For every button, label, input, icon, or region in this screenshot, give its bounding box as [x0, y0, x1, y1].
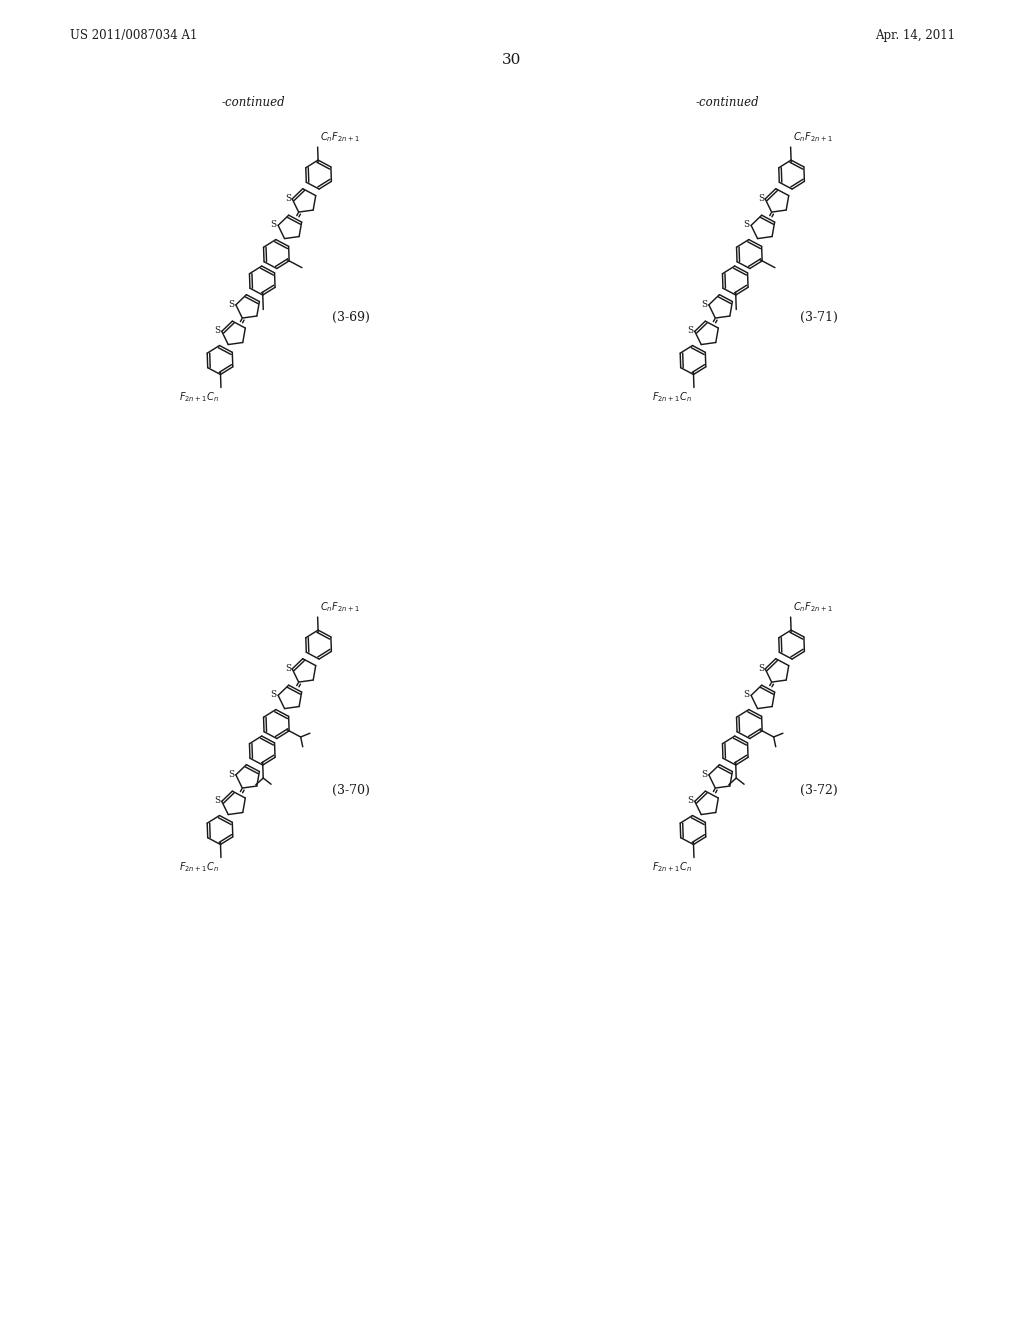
Text: -continued: -continued: [221, 95, 285, 108]
Text: S: S: [270, 690, 276, 700]
Text: (3-69): (3-69): [332, 310, 370, 323]
Text: (3-70): (3-70): [332, 784, 370, 796]
Text: S: S: [228, 300, 234, 309]
Text: $C_nF_{2n+1}$: $C_nF_{2n+1}$: [319, 131, 359, 144]
Text: $F_{2n+1}C_n$: $F_{2n+1}C_n$: [652, 861, 692, 874]
Text: $F_{2n+1}C_n$: $F_{2n+1}C_n$: [179, 391, 219, 404]
Text: S: S: [228, 770, 234, 779]
Text: S: S: [687, 796, 693, 805]
Text: S: S: [758, 664, 764, 673]
Text: (3-72): (3-72): [800, 784, 838, 796]
Text: S: S: [743, 220, 750, 230]
Text: 30: 30: [503, 53, 521, 67]
Text: S: S: [758, 194, 764, 203]
Text: $F_{2n+1}C_n$: $F_{2n+1}C_n$: [179, 861, 219, 874]
Text: S: S: [743, 690, 750, 700]
Text: -continued: -continued: [695, 95, 759, 108]
Text: S: S: [214, 796, 220, 805]
Text: S: S: [285, 194, 291, 203]
Text: Apr. 14, 2011: Apr. 14, 2011: [874, 29, 955, 41]
Text: $F_{2n+1}C_n$: $F_{2n+1}C_n$: [652, 391, 692, 404]
Text: S: S: [701, 770, 708, 779]
Text: S: S: [270, 220, 276, 230]
Text: S: S: [285, 664, 291, 673]
Text: (3-71): (3-71): [800, 310, 838, 323]
Text: S: S: [214, 326, 220, 335]
Text: $C_nF_{2n+1}$: $C_nF_{2n+1}$: [793, 131, 833, 144]
Text: S: S: [687, 326, 693, 335]
Text: $C_nF_{2n+1}$: $C_nF_{2n+1}$: [793, 601, 833, 614]
Text: S: S: [701, 300, 708, 309]
Text: $C_nF_{2n+1}$: $C_nF_{2n+1}$: [319, 601, 359, 614]
Text: US 2011/0087034 A1: US 2011/0087034 A1: [70, 29, 198, 41]
